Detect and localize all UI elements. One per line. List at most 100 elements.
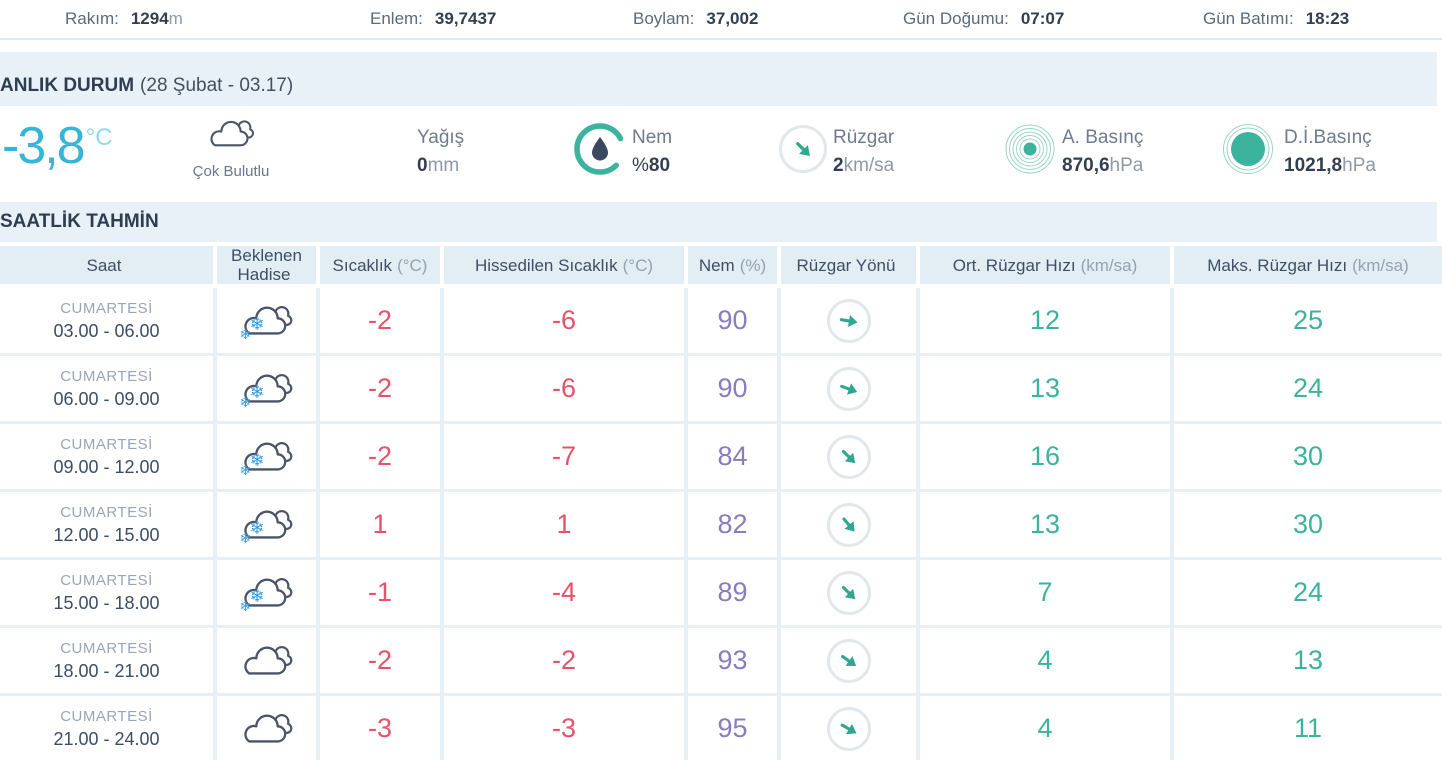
wind-direction-cell (781, 288, 916, 353)
wind-direction-cell (781, 424, 916, 489)
latitude-value: 39,7437 (434, 9, 497, 28)
sunrise-info: Gün Doğumu: 07:07 (903, 0, 1064, 38)
pressure-metric: A. Basınç 870,6hPa (1062, 124, 1143, 180)
weather-icon: ❄ ❄ (235, 707, 299, 751)
time-range: 12.00 - 15.00 (53, 524, 160, 545)
feels-like-cell: -4 (444, 560, 684, 625)
temperature-cell: -1 (320, 560, 440, 625)
current-conditions-header: ANLIK DURUM (28 Şubat - 03.17) (0, 52, 1437, 106)
sunrise-label: Gün Doğumu: (903, 9, 1009, 28)
current-wind-direction-icon (779, 125, 827, 173)
time-range: 09.00 - 12.00 (53, 456, 160, 477)
feels-like-cell: -2 (444, 628, 684, 693)
temperature-unit: °C (85, 124, 113, 151)
col-header-hour: Saat (0, 246, 213, 284)
humidity-cell: 89 (688, 560, 777, 625)
time-range: 15.00 - 18.00 (53, 592, 160, 613)
col-header-max-wind: Maks. Rüzgar Hızı (km/sa) (1174, 246, 1442, 284)
wind-direction-cell (781, 356, 916, 421)
max-wind-cell: 13 (1174, 628, 1442, 693)
current-section-title: ANLIK DURUM (28 Şubat - 03.17) (0, 75, 294, 96)
avg-wind-cell: 16 (920, 424, 1170, 489)
wind-direction-icon (826, 638, 871, 683)
humidity-cell: 90 (688, 356, 777, 421)
day-label: CUMARTESİ (60, 299, 153, 317)
sunset-info: Gün Batımı: 18:23 (1203, 0, 1349, 38)
time-range: 18.00 - 21.00 (53, 660, 160, 681)
expected-condition-cell: ❄ ❄ (217, 696, 316, 760)
sunset-value: 18:23 (1305, 9, 1350, 28)
wind-direction-icon (826, 502, 871, 547)
avg-wind-cell: 7 (920, 560, 1170, 625)
max-wind-cell: 30 (1174, 492, 1442, 557)
weather-icon: ❄ ❄ (235, 503, 299, 547)
condition-label: Çok Bulutlu (192, 163, 270, 180)
hour-range-cell: CUMARTESİ 18.00 - 21.00 (0, 628, 213, 693)
weather-icon: ❄ ❄ (235, 367, 299, 411)
temperature-cell: -2 (320, 288, 440, 353)
cloudy-icon (202, 114, 260, 154)
wind-direction-cell (781, 628, 916, 693)
col-header-feels-like: Hissedilen Sıcaklık (°C) (444, 246, 684, 284)
wind-direction-icon (826, 570, 871, 615)
wind-value: 2 (833, 155, 844, 176)
avg-wind-cell: 4 (920, 628, 1170, 693)
expected-condition-cell: ❄ ❄ (217, 492, 316, 557)
day-label: CUMARTESİ (60, 707, 153, 725)
hour-range-cell: CUMARTESİ 12.00 - 15.00 (0, 492, 213, 557)
snowflake-icon: ❄ (239, 394, 252, 411)
humidity-cell: 82 (688, 492, 777, 557)
col-header-avg-wind: Ort. Rüzgar Hızı (km/sa) (920, 246, 1170, 284)
expected-condition-cell: ❄ ❄ (217, 560, 316, 625)
weather-icon: ❄ ❄ (235, 299, 299, 343)
longitude-label: Boylam: (633, 9, 695, 28)
precipitation-label: Yağış (417, 127, 465, 148)
expected-condition-cell: ❄ ❄ (217, 288, 316, 353)
avg-wind-cell: 12 (920, 288, 1170, 353)
hour-range-cell: CUMARTESİ 15.00 - 18.00 (0, 560, 213, 625)
latitude-label: Enlem: (370, 9, 423, 28)
avg-wind-cell: 13 (920, 492, 1170, 557)
snowflake-icon: ❄ (239, 326, 252, 343)
topbar: Rakım: 1294m Enlem: 39,7437 Boylam: 37,002 … (0, 0, 1442, 40)
feels-like-cell: -7 (444, 424, 684, 489)
day-label: CUMARTESİ (60, 435, 153, 453)
snowflake-icon: ❄ (249, 585, 265, 607)
weather-icon: ❄ ❄ (235, 571, 299, 615)
current-condition: Çok Bulutlu (183, 114, 279, 180)
max-wind-cell: 25 (1174, 288, 1442, 353)
humidity-label: Nem (632, 127, 673, 148)
snowflake-icon: ❄ (249, 313, 265, 335)
sunrise-value: 07:07 (1020, 9, 1065, 28)
humidity-cell: 93 (688, 628, 777, 693)
humidity-cell: 95 (688, 696, 777, 760)
pressure-label: A. Basınç (1062, 127, 1144, 148)
snowflake-icon: ❄ (239, 462, 252, 479)
sunset-label: Gün Batımı: (1203, 9, 1294, 28)
latitude-info: Enlem: 39,7437 (370, 0, 496, 38)
pressure-value: 870,6 (1062, 155, 1110, 176)
snowflake-icon: ❄ (239, 530, 252, 547)
hour-range-cell: CUMARTESİ 06.00 - 09.00 (0, 356, 213, 421)
day-label: CUMARTESİ (60, 639, 153, 657)
weather-icon: ❄ ❄ (235, 435, 299, 479)
weather-icon: ❄ ❄ (235, 639, 299, 683)
humidity-cell: 90 (688, 288, 777, 353)
wind-direction-icon (826, 298, 871, 343)
feels-like-cell: 1 (444, 492, 684, 557)
col-header-expected-condition: Beklenen Hadise (217, 246, 316, 284)
current-temperature: -3,8°C (2, 117, 113, 175)
col-header-wind-direction: Rüzgar Yönü (781, 246, 916, 284)
time-range: 06.00 - 09.00 (53, 388, 160, 409)
expected-condition-cell: ❄ ❄ (217, 628, 316, 693)
humidity-cell: 84 (688, 424, 777, 489)
humidity-icon (573, 122, 627, 176)
wind-label: Rüzgar (833, 127, 895, 148)
snowflake-icon: ❄ (249, 449, 265, 471)
altitude-value: 1294 (130, 9, 169, 28)
longitude-value: 37,002 (706, 9, 759, 28)
col-header-temperature: Sıcaklık (°C) (320, 246, 440, 284)
time-range: 03.00 - 06.00 (53, 320, 160, 341)
day-label: CUMARTESİ (60, 571, 153, 589)
